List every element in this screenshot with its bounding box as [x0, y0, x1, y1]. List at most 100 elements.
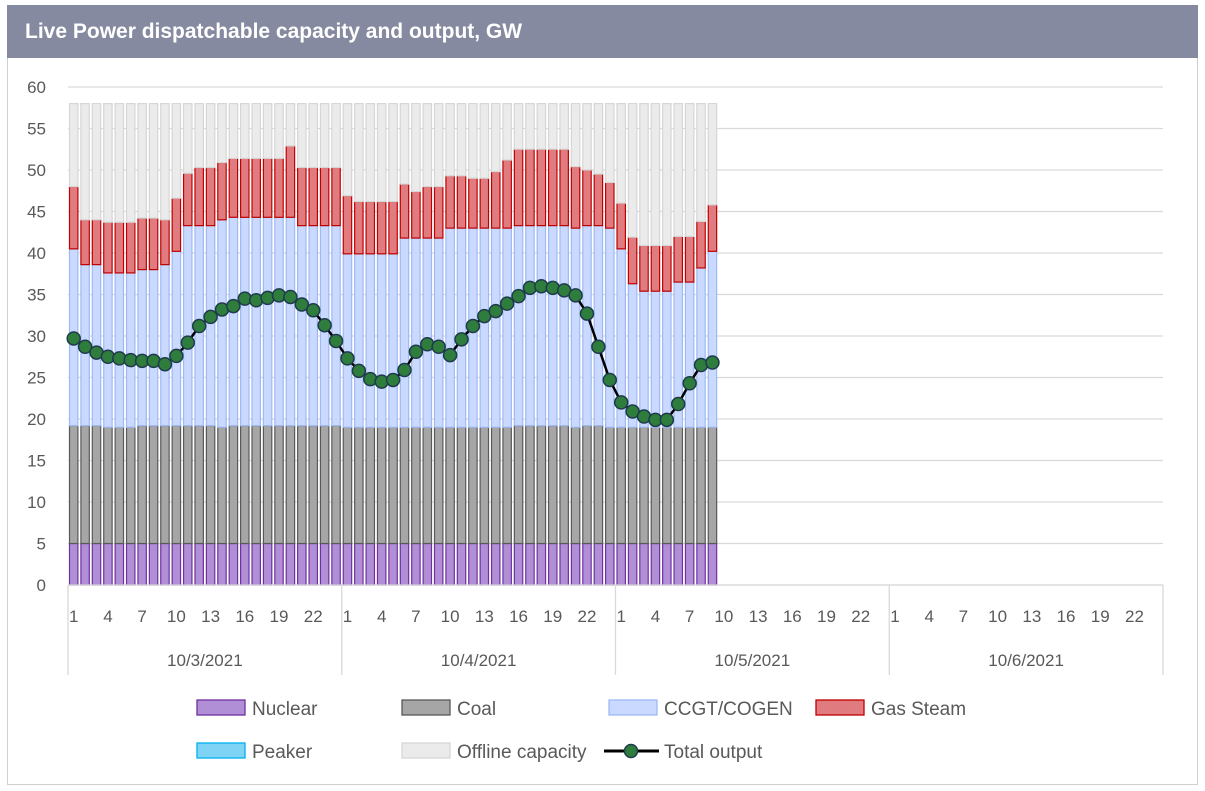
- x-tick-label: 13: [1022, 607, 1041, 626]
- bar-ccgt-cogen: [479, 227, 490, 428]
- bar-ccgt-cogen: [445, 227, 455, 428]
- bar-ccgt-cogen: [274, 216, 284, 427]
- bar-gas-steam: [513, 148, 524, 227]
- total-output-marker: [682, 376, 697, 391]
- bar-offline-capacity: [445, 102, 455, 177]
- bar-coal: [479, 426, 490, 545]
- bar-nuclear: [673, 542, 684, 586]
- y-tick-label: 55: [27, 120, 46, 139]
- bar-ccgt-cogen: [696, 267, 706, 428]
- bar-gas-steam: [160, 219, 170, 266]
- bar-ccgt-cogen: [513, 225, 524, 427]
- bar-gas-steam: [570, 166, 581, 229]
- x-tick-label: 10: [988, 607, 1007, 626]
- bar-ccgt-cogen: [148, 269, 159, 427]
- bar-nuclear: [91, 542, 102, 586]
- legend-marker: [623, 743, 639, 759]
- bar-nuclear: [696, 542, 706, 586]
- bar-gas-steam: [262, 157, 273, 218]
- bar-coal: [536, 425, 547, 545]
- bar-gas-steam: [331, 166, 341, 227]
- bar-offline-capacity: [228, 102, 239, 159]
- bar-offline-capacity: [319, 102, 330, 169]
- bar-offline-capacity: [331, 102, 341, 169]
- bar-nuclear: [479, 542, 490, 586]
- x-tick-label: 7: [685, 607, 694, 626]
- total-output-marker: [180, 335, 196, 350]
- bar-nuclear: [80, 542, 90, 586]
- bar-offline-capacity: [354, 102, 364, 203]
- total-output-marker: [499, 296, 515, 311]
- bar-gas-steam: [650, 244, 661, 292]
- bar-nuclear: [456, 542, 467, 586]
- bar-ccgt-cogen: [205, 225, 216, 427]
- bar-offline-capacity: [80, 102, 90, 221]
- x-tick-label: 10: [441, 607, 460, 626]
- bar-nuclear: [239, 542, 250, 586]
- bar-gas-steam: [251, 157, 262, 218]
- bar-ccgt-cogen: [547, 225, 558, 427]
- legend-swatch: [196, 699, 246, 716]
- bar-ccgt-cogen: [114, 272, 125, 428]
- bar-gas-steam: [365, 200, 376, 255]
- bar-gas-steam: [593, 173, 604, 227]
- bar-coal: [342, 426, 353, 545]
- bar-offline-capacity: [91, 102, 102, 221]
- bar-coal: [593, 425, 604, 545]
- bar-ccgt-cogen: [536, 225, 547, 427]
- x-tick-label: 4: [924, 607, 933, 626]
- bar-ccgt-cogen: [376, 253, 387, 428]
- y-tick-label: 5: [37, 535, 46, 554]
- bar-coal: [570, 426, 581, 545]
- legend-swatch: [401, 742, 451, 759]
- bar-ccgt-cogen: [650, 290, 661, 428]
- bar-gas-steam: [285, 145, 296, 218]
- legend-label: Coal: [457, 699, 496, 720]
- bar-ccgt-cogen: [125, 272, 136, 428]
- bar-gas-steam: [217, 161, 227, 221]
- x-tick-label: 1: [343, 607, 352, 626]
- x-tick-label: 22: [1125, 607, 1144, 626]
- bar-coal: [365, 426, 376, 545]
- bar-offline-capacity: [388, 102, 398, 203]
- bar-coal: [331, 425, 341, 545]
- total-output-marker: [454, 332, 469, 347]
- bar-nuclear: [228, 542, 239, 586]
- bar-nuclear: [125, 542, 136, 586]
- bar-nuclear: [354, 542, 364, 586]
- total-output-marker: [351, 363, 367, 379]
- x-tick-label: 7: [411, 607, 420, 626]
- bar-coal: [422, 426, 433, 545]
- x-tick-label: 16: [783, 607, 802, 626]
- bar-gas-steam: [205, 166, 216, 227]
- bar-offline-capacity: [673, 102, 684, 238]
- bar-coal: [319, 425, 330, 545]
- bar-gas-steam: [639, 244, 649, 292]
- bar-ccgt-cogen: [160, 264, 170, 427]
- x-tick-label: 13: [749, 607, 768, 626]
- bar-coal: [468, 426, 478, 545]
- bar-ccgt-cogen: [639, 290, 649, 428]
- bar-offline-capacity: [376, 102, 387, 203]
- total-output-marker: [294, 297, 310, 312]
- bar-offline-capacity: [114, 102, 125, 223]
- bar-nuclear: [445, 542, 455, 586]
- bar-nuclear: [616, 542, 627, 586]
- bar-coal: [445, 426, 455, 545]
- bar-gas-steam: [376, 200, 387, 255]
- bar-ccgt-cogen: [228, 216, 239, 427]
- total-output-marker: [340, 351, 355, 366]
- bar-offline-capacity: [604, 102, 615, 184]
- bar-ccgt-cogen: [662, 290, 672, 428]
- total-output-marker: [602, 372, 618, 388]
- bar-coal: [502, 426, 512, 545]
- total-output-marker: [659, 412, 675, 428]
- bar-coal: [684, 426, 695, 545]
- bar-gas-steam: [239, 157, 250, 218]
- chart-title: Live Power dispatchable capacity and out…: [25, 20, 523, 43]
- bar-gas-steam: [684, 235, 695, 283]
- bar-offline-capacity: [205, 102, 216, 169]
- bar-gas-steam: [171, 197, 182, 252]
- bar-offline-capacity: [297, 102, 307, 169]
- bar-ccgt-cogen: [251, 216, 262, 427]
